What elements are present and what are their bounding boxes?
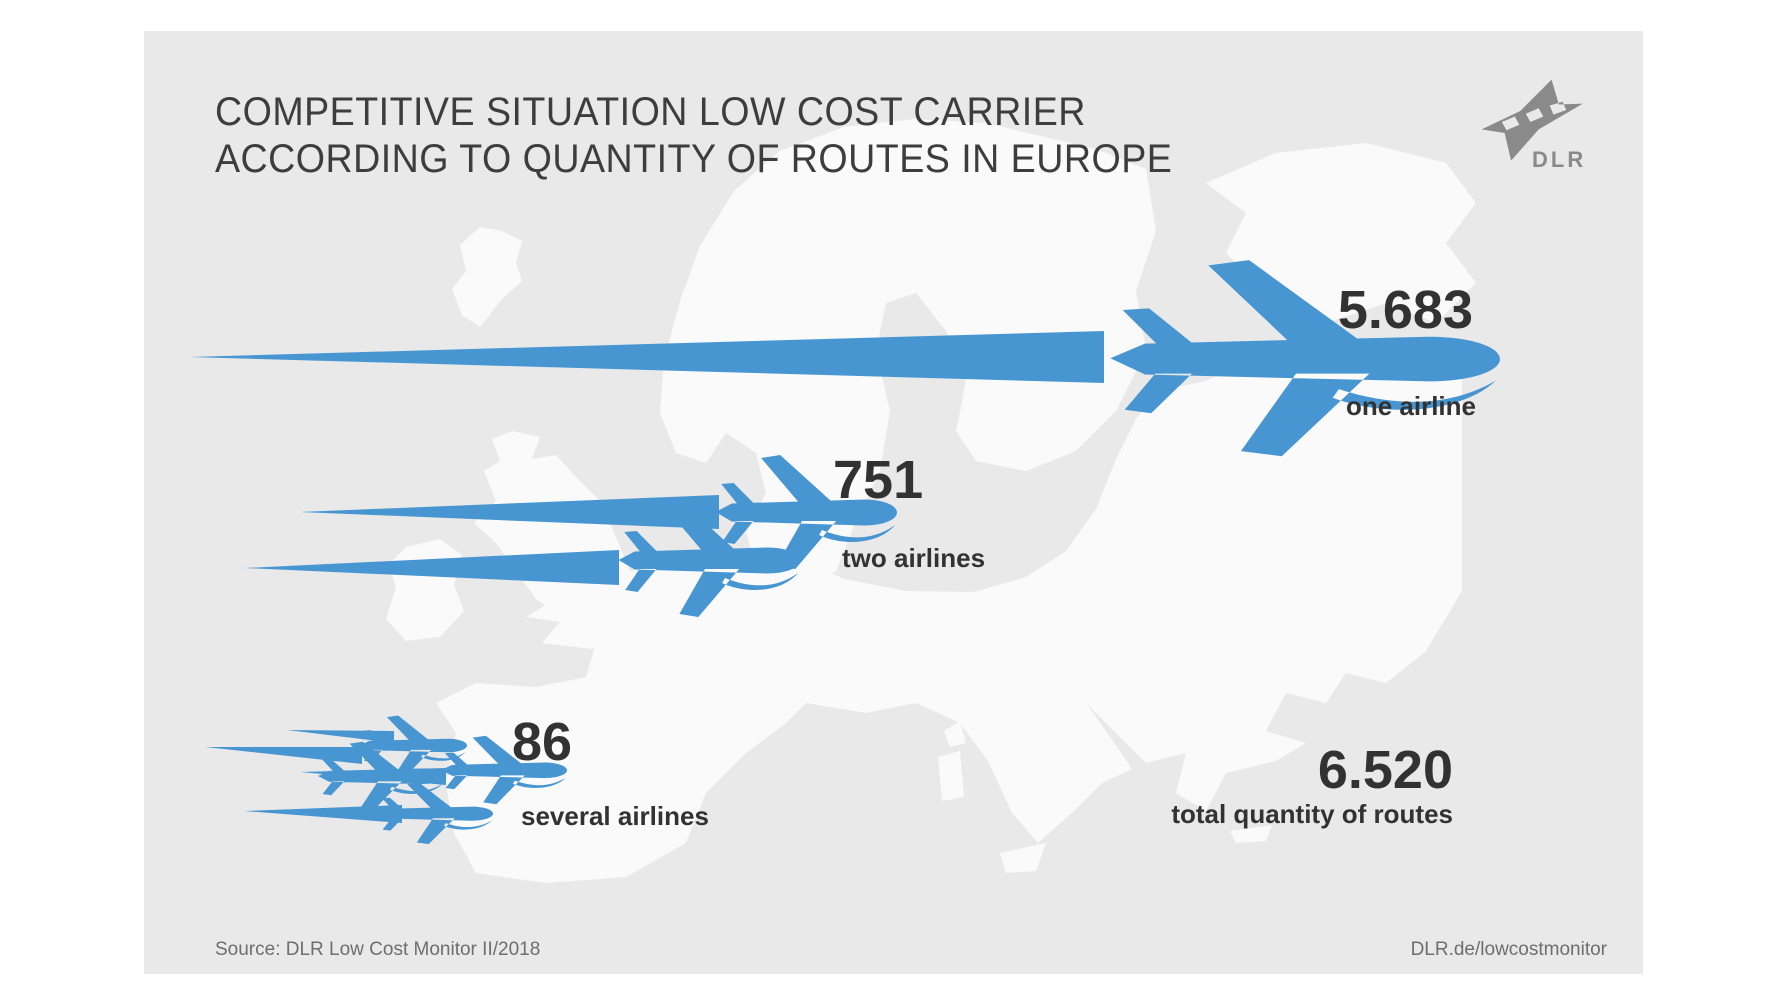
source-note: Source: DLR Low Cost Monitor II/2018	[215, 939, 541, 960]
footer-url: DLR.de/lowcostmonitor	[1410, 939, 1607, 960]
category-several-airlines: several airlines	[521, 801, 709, 831]
value-two-airlines: 751	[833, 450, 924, 510]
title-line-2: ACCORDING TO QUANTITY OF ROUTES IN EUROP…	[215, 137, 1173, 181]
category-one-airline: one airline	[1345, 391, 1476, 421]
title-line-1: COMPETITIVE SITUATION LOW COST CARRIER	[215, 90, 1086, 134]
dlr-logo-text: DLR	[1532, 147, 1587, 172]
category-two-airlines: two airlines	[842, 543, 986, 573]
value-several-airlines: 86	[512, 712, 573, 772]
dlr-logo-icon	[1481, 79, 1583, 161]
infographic-panel: COMPETITIVE SITUATION LOW COST CARRIER A…	[144, 31, 1643, 974]
value-one-airline: 5.683	[1337, 280, 1473, 340]
chart-canvas	[190, 119, 1500, 883]
total-value: 6.520	[1317, 740, 1453, 800]
page-title: COMPETITIVE SITUATION LOW COST CARRIER A…	[215, 89, 1172, 183]
total-caption: total quantity of routes	[1171, 799, 1453, 829]
